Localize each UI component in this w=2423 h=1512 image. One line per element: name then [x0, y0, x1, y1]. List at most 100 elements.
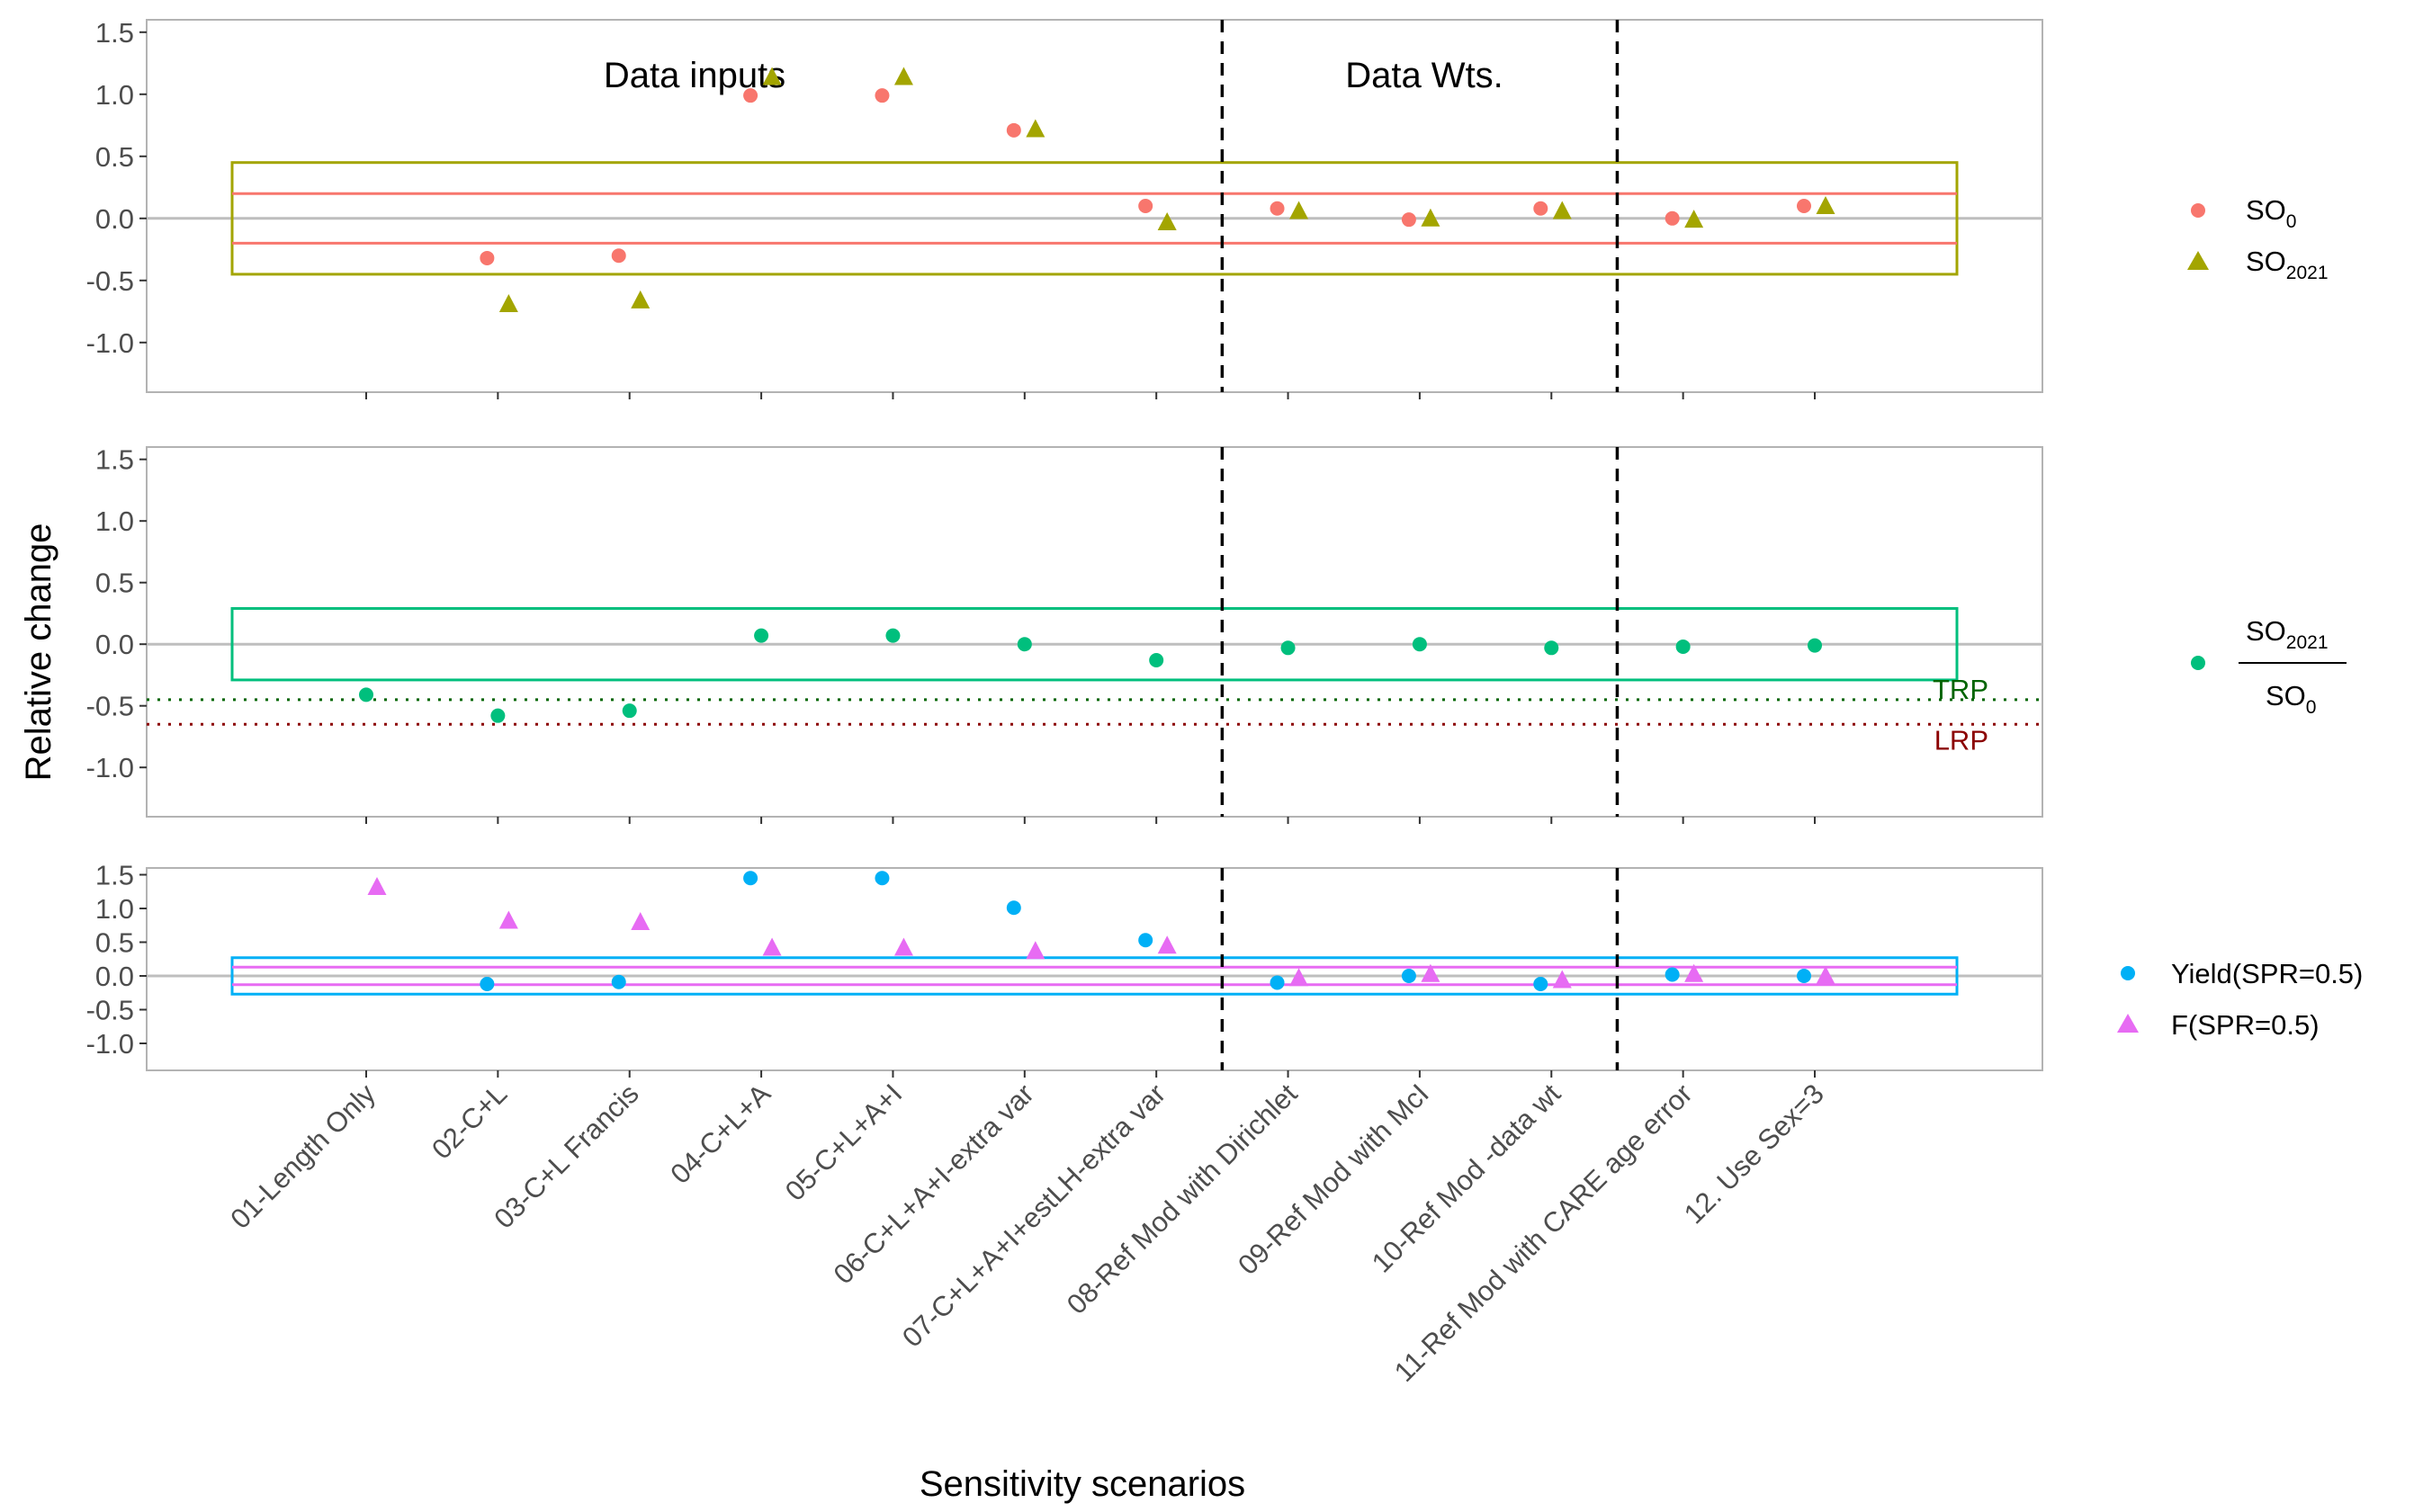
legend-label-sub: 0 [2286, 211, 2297, 232]
y-tick-label: 1.0 [95, 893, 134, 925]
legend-numerator: SO2021 [2246, 615, 2329, 653]
y-tick-label: 1.0 [95, 505, 134, 537]
y-tick-label: 0.5 [95, 927, 134, 959]
y-tick-label: 0.0 [95, 961, 134, 992]
point-ratio-0 [622, 703, 637, 719]
group-label: Data inputs [604, 56, 785, 95]
point-yield-1 [1421, 963, 1440, 982]
legend-key [2187, 251, 2209, 270]
point-yield-1 [1026, 941, 1045, 960]
point-yield-0 [1006, 900, 1021, 916]
point-so-1 [498, 294, 518, 313]
point-yield-0 [611, 974, 626, 989]
point-so-1 [1684, 210, 1704, 228]
point-yield-1 [893, 937, 913, 956]
panel-yield: 1.51.00.50.0-0.5-1.0 [86, 860, 2043, 1071]
point-so-1 [762, 67, 782, 85]
point-yield-0 [1665, 967, 1680, 982]
group-label: Data Wts. [1345, 56, 1503, 95]
point-yield-1 [1684, 963, 1704, 982]
point-ratio-0 [1017, 637, 1032, 652]
point-yield-0 [743, 871, 758, 886]
point-yield-1 [1157, 935, 1177, 954]
point-so-1 [1289, 201, 1309, 219]
band-rect [230, 161, 1959, 276]
point-yield-0 [1138, 933, 1153, 948]
band-rect [230, 956, 1959, 996]
point-so-1 [1157, 211, 1177, 230]
y-axis-title: Relative change [19, 523, 58, 782]
point-so-1 [1026, 119, 1045, 138]
point-yield-1 [1289, 968, 1309, 987]
y-tick-label: -1.0 [86, 327, 134, 359]
point-ratio-0 [1412, 637, 1427, 652]
legend-key [2191, 656, 2205, 670]
point-so-1 [1552, 201, 1572, 219]
point-ratio-0 [1280, 640, 1296, 656]
band-rect [230, 606, 1959, 682]
point-ratio-0 [754, 628, 769, 643]
panel-so: 1.5 1.0 0.5 0.0 -0.5 -1.0 Data inputs Data Wts. [86, 17, 2043, 393]
y-tick-label: -1.0 [86, 752, 134, 783]
point-ratio-0 [1544, 640, 1559, 656]
point-so-0 [480, 250, 495, 265]
x-tick-label: 04-C+L+A [664, 1078, 776, 1190]
point-ratio-0 [1675, 639, 1691, 654]
panel-border [146, 19, 2043, 393]
legend-num-main: SO [2246, 615, 2286, 647]
point-so-0 [1797, 199, 1811, 213]
point-yield-1 [631, 912, 651, 930]
x-axis-title: Sensitivity scenarios [920, 1464, 1245, 1504]
point-ratio-0 [359, 687, 373, 702]
panel-border [146, 867, 2043, 1071]
point-yield-0 [1270, 975, 1285, 990]
point-so-1 [631, 290, 651, 309]
x-tick-label: 08-Ref Mod with Dirichlet [1061, 1078, 1304, 1320]
legend-label: SO2021 [2246, 246, 2329, 283]
legend-label: SO0 [2246, 194, 2296, 232]
legend-yield: Yield(SPR=0.5) F(SPR=0.5) [2117, 958, 2363, 1041]
y-tick-label: -0.5 [86, 995, 134, 1026]
x-tick-label: 12. Use Sex=3 [1678, 1078, 1830, 1230]
legend-key [2117, 1014, 2139, 1033]
legend-denominator: SO0 [2266, 680, 2316, 718]
point-yield-1 [498, 910, 518, 929]
legend-den-sub: 0 [2306, 697, 2317, 718]
x-tick-label: 01-Length Only [224, 1078, 381, 1235]
point-yield-0 [875, 871, 890, 886]
y-tick-label: -0.5 [86, 265, 134, 297]
point-so-1 [1816, 196, 1835, 214]
y-tick-label: 1.0 [95, 79, 134, 111]
legend-key [2121, 966, 2135, 980]
point-so-1 [893, 67, 913, 85]
y-tick-label: 1.5 [95, 860, 134, 891]
y-tick-label: -1.0 [86, 1028, 134, 1060]
point-yield-1 [1552, 970, 1572, 989]
legend-label-main: SO [2246, 246, 2286, 277]
point-so-0 [875, 88, 890, 103]
point-so-0 [1401, 212, 1416, 228]
legend-label: Yield(SPR=0.5) [2171, 958, 2363, 989]
point-yield-1 [1816, 966, 1835, 984]
y-tick-label: 1.5 [95, 17, 134, 49]
x-tick-label: 07-C+L+A+I+estLH-extra var [896, 1078, 1171, 1353]
ref-label-lrp: LRP [1934, 724, 1988, 756]
point-ratio-0 [1808, 638, 1822, 653]
point-so-0 [1533, 201, 1548, 216]
legend-label: F(SPR=0.5) [2171, 1009, 2320, 1041]
point-ratio-0 [490, 708, 506, 723]
x-tick-label: 11-Ref Mod with CARE age error [1388, 1078, 1699, 1388]
point-so-0 [1006, 122, 1021, 138]
point-yield-0 [480, 977, 495, 991]
point-yield-1 [367, 877, 387, 895]
legend-label-main: SO [2246, 194, 2286, 226]
y-tick-label: 0.0 [95, 203, 134, 235]
point-so-0 [1665, 210, 1680, 226]
legend-den-main: SO [2266, 680, 2306, 711]
y-tick-label: -0.5 [86, 691, 134, 722]
ref-label-trp: TRP [1933, 674, 1988, 705]
point-yield-0 [1797, 969, 1811, 983]
point-yield-0 [1533, 977, 1548, 991]
point-yield-0 [1401, 969, 1416, 983]
